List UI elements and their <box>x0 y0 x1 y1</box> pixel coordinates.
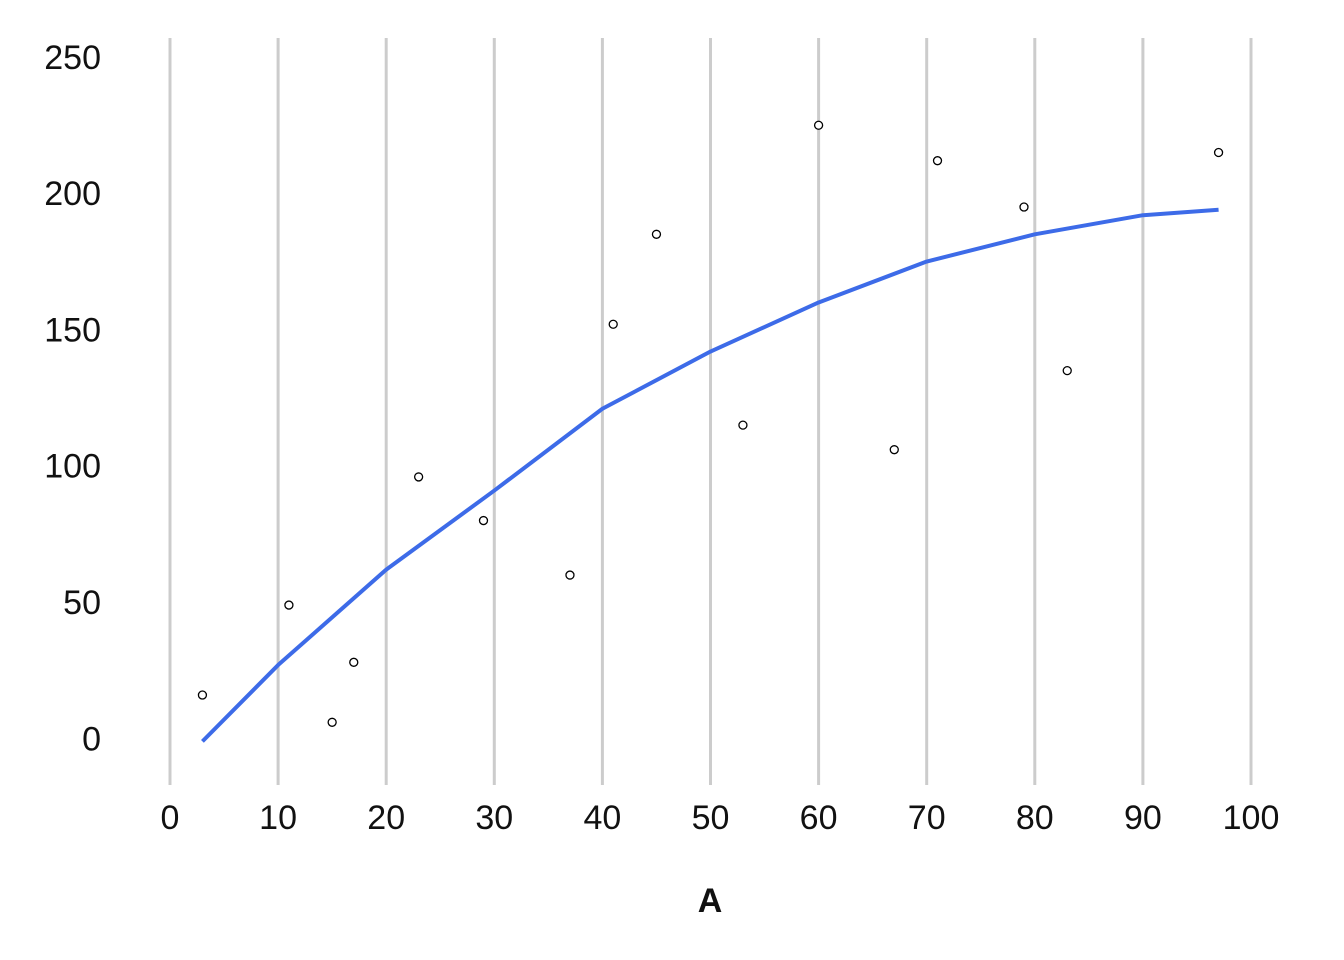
x-tick-label: 50 <box>692 799 730 837</box>
point <box>813 120 824 130</box>
y-tick-label: 50 <box>63 584 101 622</box>
point <box>478 515 489 526</box>
y-tick-label: 100 <box>44 448 101 486</box>
x-tick-label: 40 <box>583 799 621 837</box>
x-tick-label: 100 <box>1223 799 1280 837</box>
x-axis-title: A <box>698 882 723 920</box>
x-tick-label: 20 <box>367 799 405 837</box>
point <box>197 690 208 700</box>
point <box>349 657 359 667</box>
x-tick-label: 30 <box>475 799 513 837</box>
x-tick-label: 0 <box>161 799 180 837</box>
point <box>284 600 294 610</box>
y-tick-label: 200 <box>44 175 101 213</box>
point <box>565 570 575 580</box>
point <box>738 420 748 430</box>
x-tick-label: 70 <box>908 799 946 837</box>
x-tick-label: 80 <box>1016 799 1054 837</box>
point <box>932 156 943 166</box>
point <box>608 319 618 329</box>
y-tick-label: 0 <box>82 720 101 758</box>
x-tick-label: 90 <box>1124 799 1162 837</box>
point <box>889 445 899 455</box>
point <box>1213 147 1224 158</box>
y-tick-label: 150 <box>44 311 101 349</box>
point <box>413 472 424 482</box>
y-tick-label: 250 <box>44 39 101 77</box>
point <box>1019 202 1029 212</box>
point <box>651 229 662 239</box>
x-tick-label: 10 <box>259 799 297 837</box>
point <box>1062 365 1072 376</box>
x-tick-label: 60 <box>800 799 838 837</box>
point <box>327 717 337 727</box>
trendline <box>201 207 1219 743</box>
